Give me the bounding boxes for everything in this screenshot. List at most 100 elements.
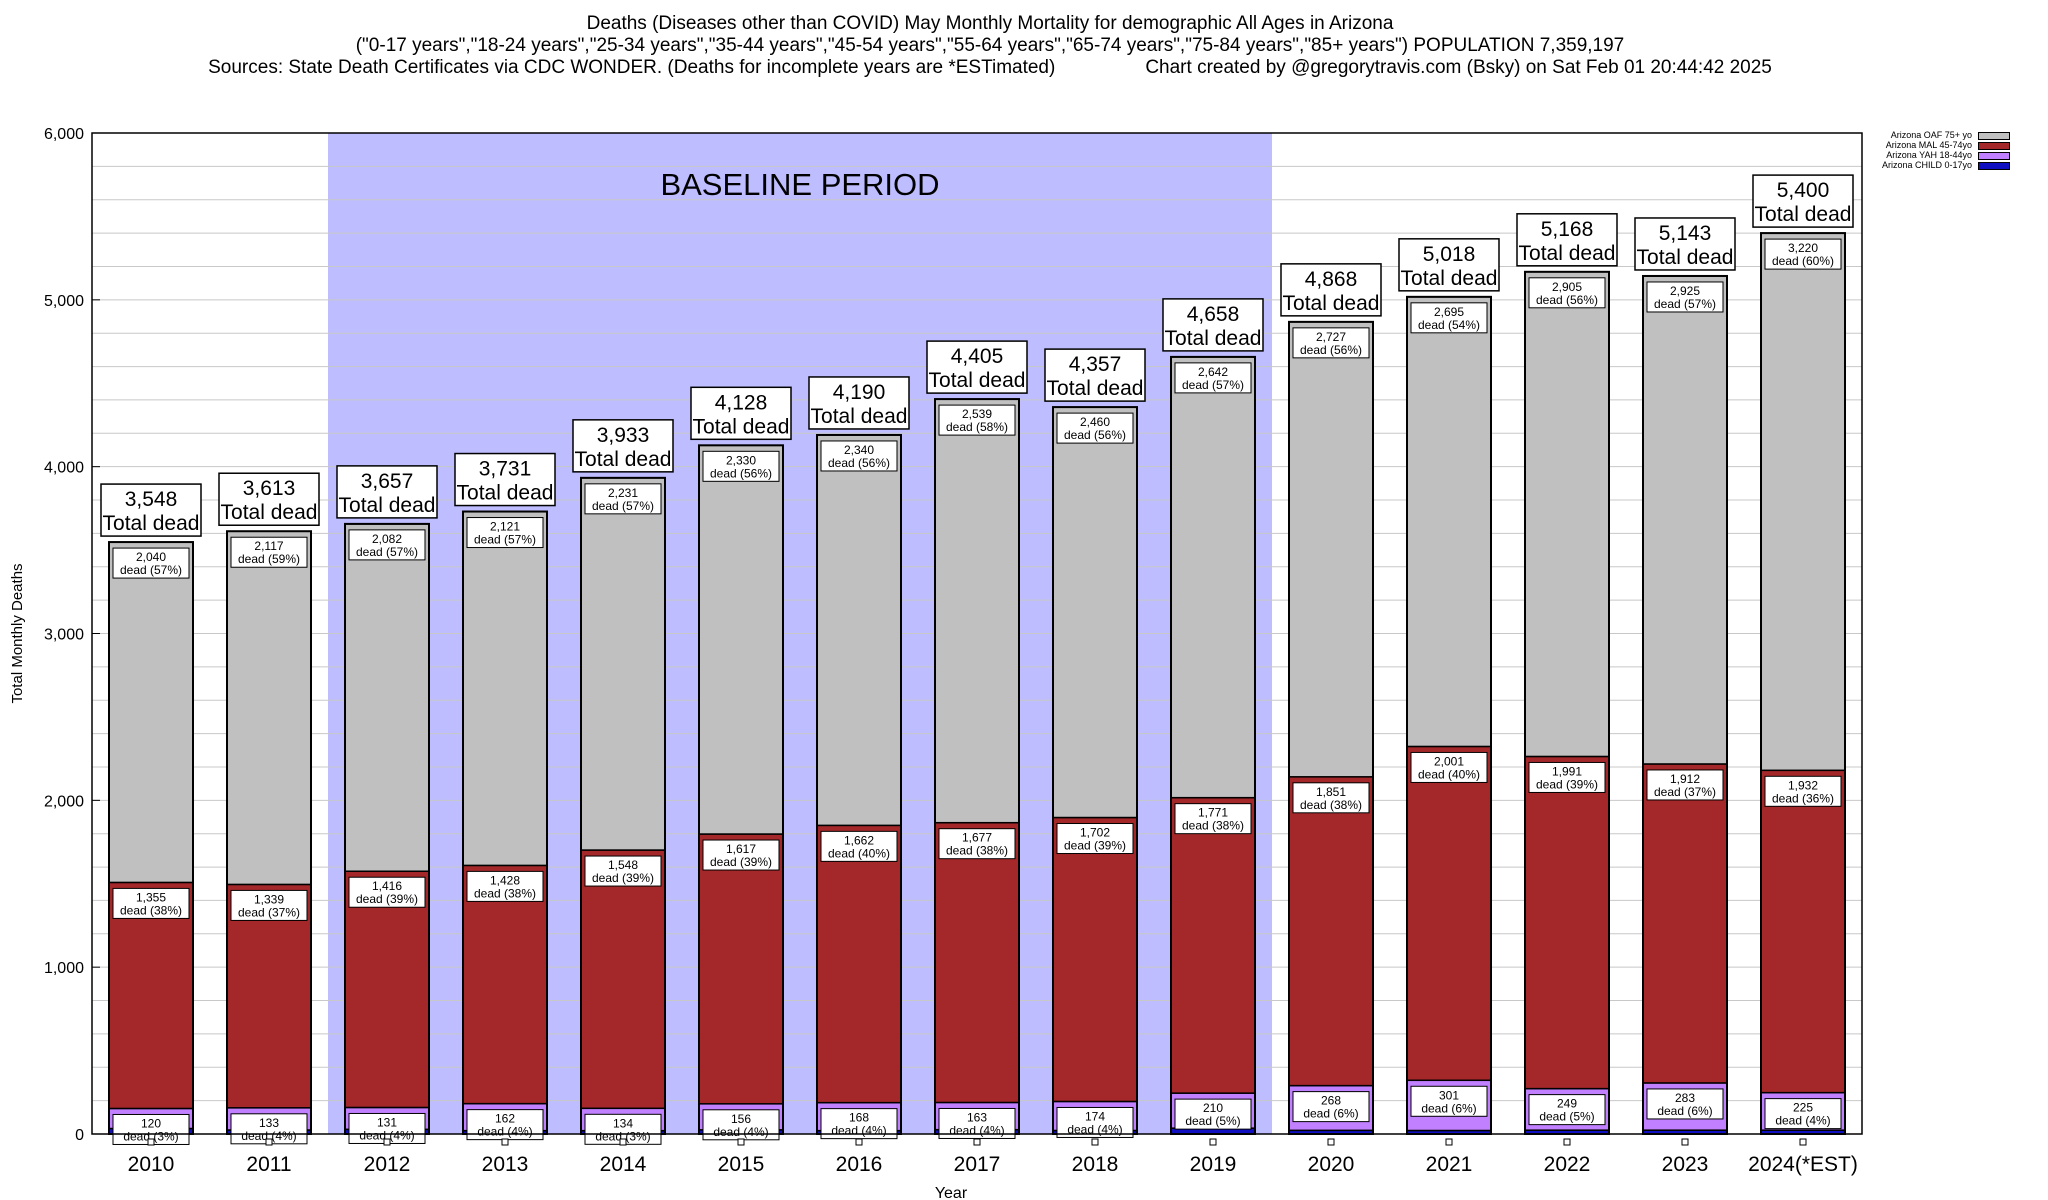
segment-label-pct: dead (38%) <box>474 886 536 900</box>
y-tick-label: 6,000 <box>44 126 84 143</box>
bar-segment <box>1760 769 1846 1094</box>
segment-label-value: 2,121 <box>490 520 520 534</box>
total-label-value: 3,613 <box>243 477 296 500</box>
segment-label-box <box>466 517 544 549</box>
chart-title: Deaths (Diseases other than COVID) May M… <box>586 13 1394 34</box>
segment-label-box <box>584 855 662 887</box>
segment-label-pct: dead (37%) <box>238 905 300 919</box>
segment-label-pct: dead (37%) <box>1654 785 1716 799</box>
bar-segment <box>934 821 1020 1104</box>
segment-label-value: 1,339 <box>254 892 284 906</box>
segment-label-value: 1,548 <box>608 858 638 872</box>
segment-label-value: 2,040 <box>136 550 166 564</box>
x-tick-label: 2021 <box>1426 1153 1473 1176</box>
total-label-box <box>1280 263 1382 317</box>
total-label-suffix: Total dead <box>103 512 200 535</box>
y-tick-label: 3,000 <box>44 627 84 644</box>
baseline-period-label: BASELINE PERIOD <box>660 167 939 202</box>
segment-label-value: 1,428 <box>490 873 520 887</box>
segment-label-box <box>230 889 308 921</box>
total-label-value: 5,168 <box>1541 218 1594 241</box>
segment-label-value: 2,340 <box>844 443 874 457</box>
legend-swatch <box>1978 162 2010 170</box>
bar-segment <box>344 870 430 1109</box>
segment-label-box <box>112 887 190 919</box>
child-marker <box>1799 1138 1807 1146</box>
segment-label-pct: dead (58%) <box>946 420 1008 434</box>
segment-label-pct: dead (60%) <box>1772 254 1834 268</box>
total-label-box <box>1516 213 1618 267</box>
total-label-box <box>1398 238 1500 292</box>
segment-label-pct: dead (36%) <box>1772 791 1834 805</box>
legend-label: Arizona CHILD 0-17yo <box>1881 160 1972 170</box>
segment-label-pct: dead (3%) <box>595 1129 650 1143</box>
segment-label-pct: dead (57%) <box>1182 378 1244 392</box>
segment-label-pct: dead (39%) <box>1064 839 1126 853</box>
bar-segment <box>1406 296 1492 748</box>
segment-label-value: 1,702 <box>1080 826 1110 840</box>
segment-label-pct: dead (38%) <box>1300 798 1362 812</box>
child-marker <box>973 1138 981 1146</box>
x-tick-label: 2011 <box>246 1153 291 1176</box>
segment-label-box <box>1056 412 1134 444</box>
x-tick-label: 2012 <box>364 1153 411 1176</box>
bar-segment <box>698 444 784 835</box>
total-label-value: 4,405 <box>951 345 1004 368</box>
segment-label-pct: dead (6%) <box>1657 1104 1712 1118</box>
segment-label-box <box>1528 761 1606 793</box>
segment-label-pct: dead (4%) <box>1067 1122 1122 1136</box>
total-label-suffix: Total dead <box>1047 377 1144 400</box>
segment-label-value: 156 <box>731 1112 751 1126</box>
segment-label-box <box>1174 362 1252 394</box>
segment-label-box <box>1056 823 1134 855</box>
segment-label-box <box>1410 751 1488 783</box>
segment-label-box <box>1174 1098 1252 1130</box>
bar-segment <box>816 434 902 827</box>
segment-label-box <box>1292 327 1370 359</box>
segment-label-value: 1,617 <box>726 842 756 856</box>
x-tick-label: 2023 <box>1662 1153 1709 1176</box>
child-marker <box>737 1138 745 1146</box>
segment-label-box <box>1056 1106 1134 1138</box>
bar-segment <box>1760 232 1846 772</box>
legend-label: Arizona OAF 75+ yo <box>1890 130 1972 140</box>
segment-label-pct: dead (56%) <box>1300 343 1362 357</box>
segment-label-value: 301 <box>1439 1088 1459 1102</box>
total-label-suffix: Total dead <box>1755 203 1852 226</box>
segment-label-box <box>1410 302 1488 334</box>
segment-label-box <box>820 830 898 862</box>
total-label-box <box>926 340 1028 394</box>
segment-label-box <box>1292 1091 1370 1123</box>
segment-label-value: 134 <box>613 1116 633 1130</box>
segment-label-pct: dead (6%) <box>1303 1107 1358 1121</box>
child-marker <box>501 1138 509 1146</box>
segment-label-box <box>938 828 1016 860</box>
segment-label-pct: dead (57%) <box>474 533 536 547</box>
segment-label-box <box>466 870 544 902</box>
segment-label-value: 1,355 <box>136 890 166 904</box>
y-tick-label: 4,000 <box>44 460 84 477</box>
segment-label-box <box>938 404 1016 436</box>
total-label-value: 4,868 <box>1305 268 1358 291</box>
segment-label-box <box>1646 769 1724 801</box>
total-label-suffix: Total dead <box>929 369 1026 392</box>
x-tick-label: 2024(*EST) <box>1748 1153 1858 1176</box>
bar-segment <box>1288 776 1374 1087</box>
total-label-value: 5,018 <box>1423 243 1476 266</box>
segment-label-value: 162 <box>495 1112 515 1126</box>
bar-segment <box>108 881 194 1110</box>
total-label-box <box>100 483 202 537</box>
bar-segment <box>816 824 902 1104</box>
segment-label-value: 225 <box>1793 1101 1813 1115</box>
segment-label-pct: dead (54%) <box>1418 318 1480 332</box>
bar-segment <box>1406 745 1492 1082</box>
credit-note: Chart created by @gregorytravis.com (Bsk… <box>1145 57 1772 78</box>
child-marker <box>855 1138 863 1146</box>
segment-label-pct: dead (4%) <box>949 1123 1004 1137</box>
segment-label-value: 1,662 <box>844 833 874 847</box>
bar-segment <box>934 398 1020 824</box>
segment-label-value: 2,642 <box>1198 365 1228 379</box>
segment-label-pct: dead (4%) <box>831 1124 886 1138</box>
total-label-value: 3,548 <box>125 488 178 511</box>
total-label-box <box>808 376 910 430</box>
